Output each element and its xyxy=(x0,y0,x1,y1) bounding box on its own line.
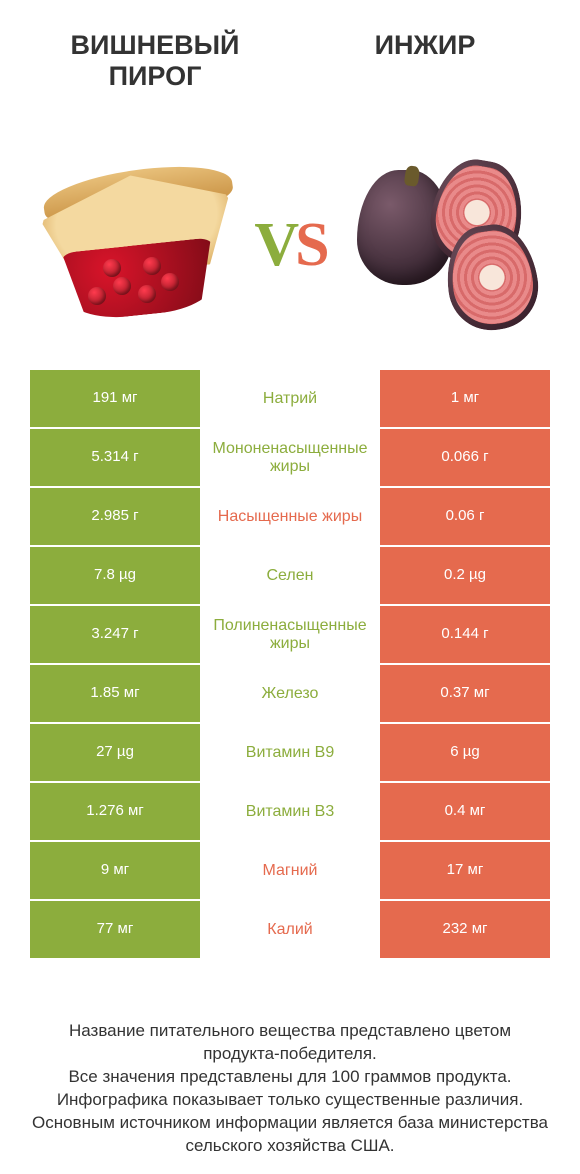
left-image xyxy=(30,150,246,340)
right-value: 0.06 г xyxy=(380,488,550,545)
table-row: 9 мгМагний17 мг xyxy=(30,842,550,901)
left-value: 9 мг xyxy=(30,842,200,899)
right-value: 17 мг xyxy=(380,842,550,899)
nutrient-label: Магний xyxy=(200,842,380,899)
footer-line: Основным источником информации является … xyxy=(30,1112,550,1158)
nutrient-label: Витамин B9 xyxy=(200,724,380,781)
table-row: 5.314 гМононенасыщенные жиры0.066 г xyxy=(30,429,550,488)
nutrient-label: Витамин B3 xyxy=(200,783,380,840)
right-value: 6 µg xyxy=(380,724,550,781)
right-value: 0.4 мг xyxy=(380,783,550,840)
left-title: ВИШНЕВЫЙ ПИРОГ xyxy=(40,30,270,92)
left-value: 5.314 г xyxy=(30,429,200,486)
cherry-pie-icon xyxy=(43,165,233,325)
table-row: 27 µgВитамин B96 µg xyxy=(30,724,550,783)
comparison-table: 191 мгНатрий1 мг5.314 гМононенасыщенные … xyxy=(30,370,550,960)
nutrient-label: Полиненасыщенные жиры xyxy=(200,606,380,663)
left-value: 3.247 г xyxy=(30,606,200,663)
right-value: 0.066 г xyxy=(380,429,550,486)
nutrient-label: Калий xyxy=(200,901,380,958)
footer-line: Название питательного вещества представл… xyxy=(30,1020,550,1066)
table-row: 3.247 гПолиненасыщенные жиры0.144 г xyxy=(30,606,550,665)
table-row: 7.8 µgСелен0.2 µg xyxy=(30,547,550,606)
left-value: 77 мг xyxy=(30,901,200,958)
table-row: 191 мгНатрий1 мг xyxy=(30,370,550,429)
nutrient-label: Насыщенные жиры xyxy=(200,488,380,545)
left-value: 27 µg xyxy=(30,724,200,781)
vs-letter-v: V xyxy=(254,211,295,279)
vs-badge: VS xyxy=(246,210,334,281)
right-title: ИНЖИР xyxy=(310,30,540,61)
nutrient-label: Мононенасыщенные жиры xyxy=(200,429,380,486)
right-value: 1 мг xyxy=(380,370,550,427)
right-value: 232 мг xyxy=(380,901,550,958)
left-value: 2.985 г xyxy=(30,488,200,545)
right-value: 0.37 мг xyxy=(380,665,550,722)
footer-line: Инфографика показывает только существенн… xyxy=(30,1089,550,1112)
right-value: 0.144 г xyxy=(380,606,550,663)
vs-letter-s: S xyxy=(295,211,325,279)
header: ВИШНЕВЫЙ ПИРОГ ИНЖИР xyxy=(0,0,580,130)
image-row: VS xyxy=(0,130,580,370)
left-value: 1.276 мг xyxy=(30,783,200,840)
footer-notes: Название питательного вещества представл… xyxy=(0,1020,580,1174)
right-value: 0.2 µg xyxy=(380,547,550,604)
footer-line: Все значения представлены для 100 граммо… xyxy=(30,1066,550,1089)
nutrient-label: Железо xyxy=(200,665,380,722)
nutrient-label: Селен xyxy=(200,547,380,604)
infographic-root: ВИШНЕВЫЙ ПИРОГ ИНЖИР VS xyxy=(0,0,580,1174)
table-row: 77 мгКалий232 мг xyxy=(30,901,550,960)
left-value: 7.8 µg xyxy=(30,547,200,604)
table-row: 1.85 мгЖелезо0.37 мг xyxy=(30,665,550,724)
table-row: 2.985 гНасыщенные жиры0.06 г xyxy=(30,488,550,547)
fig-icon xyxy=(347,160,537,330)
table-row: 1.276 мгВитамин B30.4 мг xyxy=(30,783,550,842)
right-image xyxy=(334,150,550,340)
left-value: 1.85 мг xyxy=(30,665,200,722)
left-value: 191 мг xyxy=(30,370,200,427)
nutrient-label: Натрий xyxy=(200,370,380,427)
